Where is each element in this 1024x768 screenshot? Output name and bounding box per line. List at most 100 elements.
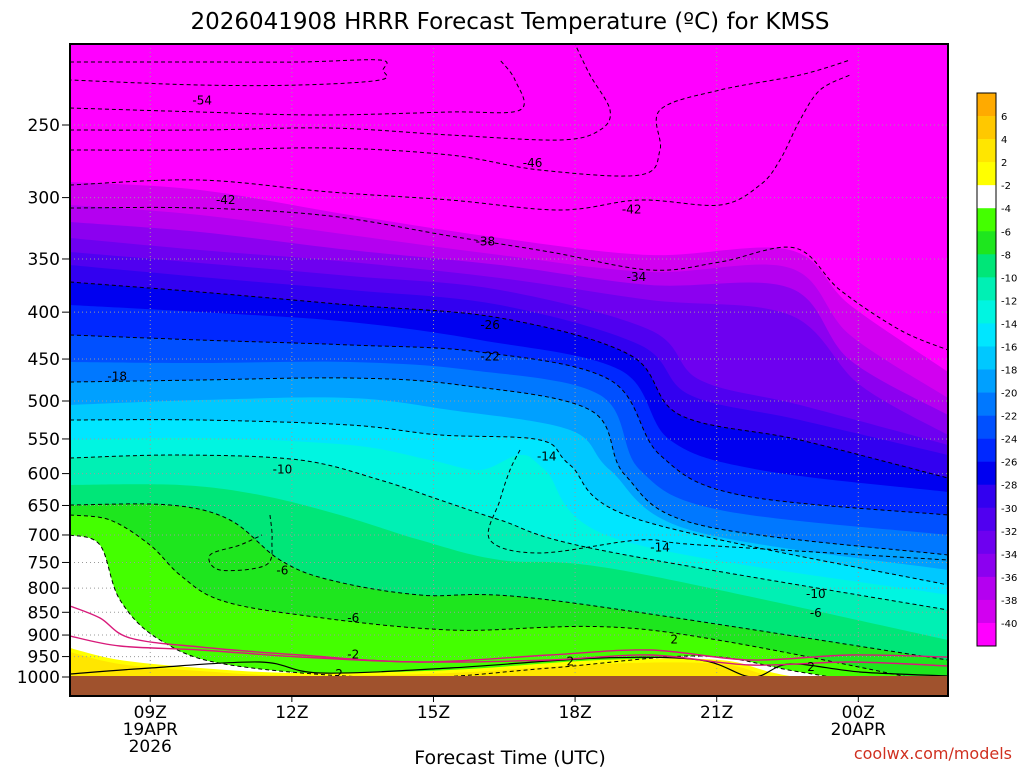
contour-label: 2 [567, 655, 575, 669]
colorbar-label: -20 [1001, 389, 1017, 400]
colorbar-label: -38 [1001, 596, 1017, 607]
colorbar-label: -16 [1001, 342, 1017, 353]
colorbar-swatch [977, 300, 996, 324]
x-tick-label: 12Z [275, 703, 308, 723]
x-tick-label: 09Z [134, 703, 167, 723]
contour-label: -6 [276, 563, 288, 577]
contour-label: -34 [627, 270, 647, 284]
colorbar-swatch [977, 438, 996, 462]
isotherm-line [70, 419, 948, 586]
colorbar-swatch [977, 116, 996, 140]
contour-label: -14 [537, 450, 557, 464]
contour-lines [70, 44, 948, 696]
colorbar-label: -18 [1001, 366, 1017, 377]
colorbar-label: -24 [1001, 435, 1017, 446]
y-tick-label: 450 [28, 350, 60, 370]
isotherm-line [208, 514, 273, 572]
x-tick-label: 00Z [842, 703, 875, 723]
colorbar-swatch [977, 231, 996, 255]
isotherm-line [70, 281, 948, 479]
colorbar-label: -12 [1001, 296, 1017, 307]
colorbar-swatch [977, 599, 996, 624]
colorbar-label: -40 [1001, 619, 1017, 630]
contour-label: -2 [347, 647, 359, 661]
contour-label: 2 [807, 660, 815, 674]
isotherm-line [70, 514, 948, 686]
x-tick-label: 18Z [558, 703, 591, 723]
colorbar-label: -30 [1001, 504, 1017, 515]
y-tick-label: 1000 [17, 668, 60, 688]
isotherm-line [70, 59, 525, 116]
colorbar-swatch [977, 415, 996, 439]
colorbar-swatch [977, 392, 996, 416]
contour-label: -38 [476, 235, 496, 249]
contour-label: -42 [216, 193, 236, 207]
contour-labels: -54-46-42-42-38-34-26-22-18-14-10-14-6-1… [107, 93, 826, 681]
colorbar-swatch [977, 254, 996, 278]
colorbar-swatch [977, 139, 996, 163]
x-tick-label: 2026 [129, 737, 172, 757]
x-tick-label: 21Z [700, 703, 733, 723]
contour-label: -26 [480, 318, 500, 332]
colorbar-label: -32 [1001, 527, 1017, 538]
colorbar-label: -2 [1001, 181, 1011, 192]
colorbar-label: -4 [1001, 204, 1011, 215]
y-tick-label: 600 [28, 465, 60, 485]
contour-label: -42 [622, 202, 642, 216]
colorbar-swatch [977, 277, 996, 301]
colorbar-label: -22 [1001, 412, 1017, 423]
isotherm-line [487, 449, 948, 561]
contour-label: -10 [273, 463, 293, 477]
colorbar-swatch [977, 530, 996, 555]
y-tick-label: 250 [28, 116, 60, 136]
temperature-bands [70, 182, 948, 696]
colorbar-swatch [977, 346, 996, 370]
colorbar-swatch [977, 162, 996, 186]
contour-label: -10 [806, 587, 826, 601]
contour-label: -6 [810, 606, 822, 620]
y-tick-label: 300 [28, 189, 60, 209]
temperature-band [70, 515, 948, 696]
contour-label: -6 [347, 611, 359, 625]
plot-frame [69, 43, 949, 697]
colorbar-swatch [977, 484, 996, 509]
x-tick-label: 20APR [831, 720, 887, 740]
contour-label: -18 [107, 369, 127, 383]
colorbar-label: 4 [1001, 135, 1007, 146]
y-tick-label: 700 [28, 526, 60, 546]
colorbar-swatch [977, 323, 996, 347]
colorbar-swatch [977, 507, 996, 532]
colorbar-swatch [977, 369, 996, 393]
colorbar-frame [976, 92, 997, 647]
contour-label: 2 [670, 632, 678, 646]
contour-label: -54 [192, 93, 212, 107]
colorbar-swatch [977, 185, 996, 209]
isotherm-line [70, 503, 948, 661]
y-tick-label: 950 [28, 648, 60, 668]
isotherm-line [70, 74, 851, 211]
colorbar-swatch [977, 553, 996, 578]
colorbar-label: -8 [1001, 250, 1011, 261]
y-tick-label: 550 [28, 430, 60, 450]
colorbar-label: 2 [1001, 158, 1007, 169]
y-axis: 250 300 350 400 450 500 550 600 650 700 750 800 850 9… [17, 116, 70, 688]
x-tick-label: 19APR [123, 720, 179, 740]
ground-surface [70, 676, 948, 696]
colorbar-swatch [977, 461, 996, 486]
isotherm-line [70, 206, 948, 351]
colorbar-swatch [977, 208, 996, 232]
y-tick-label: 750 [28, 553, 60, 573]
contour-label: -22 [480, 349, 500, 363]
colorbar-label: -26 [1001, 458, 1017, 469]
x-tick-label: 15Z [417, 703, 450, 723]
contour-label: -14 [650, 540, 670, 554]
contour-label: 2 [335, 667, 343, 681]
colorbar-label: -10 [1001, 273, 1017, 284]
freezing-level-line [70, 635, 948, 667]
y-tick-label: 650 [28, 496, 60, 516]
grid-lines [70, 44, 948, 696]
y-tick-label: 800 [28, 579, 60, 599]
freezing-level-line [70, 605, 948, 663]
isotherm-line [70, 44, 611, 141]
